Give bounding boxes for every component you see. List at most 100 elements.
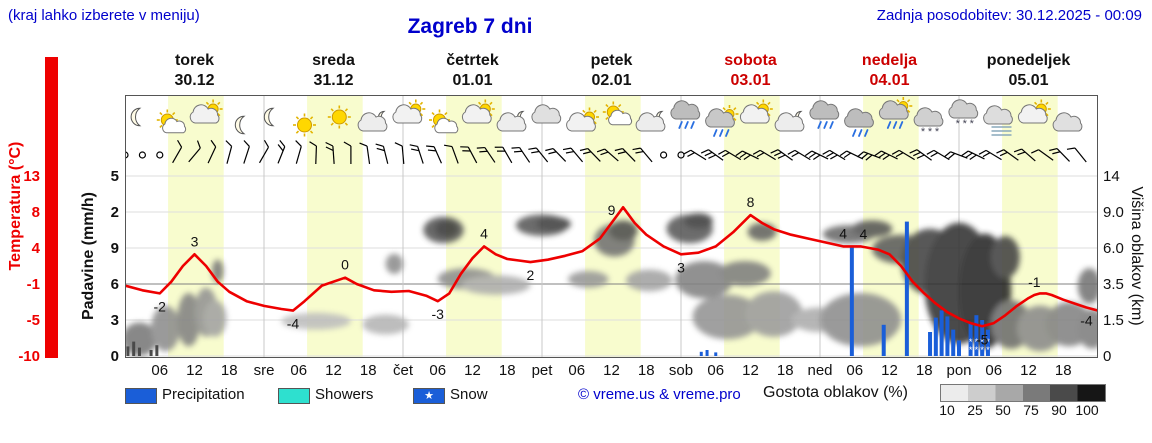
svg-text:*: *: [975, 337, 979, 347]
temperature-value-label: 2: [527, 267, 535, 283]
weather-sun-icon: [293, 113, 316, 137]
svg-text:*: *: [986, 337, 990, 347]
time-tick-18: 18: [220, 362, 238, 379]
precip-tick: 2: [110, 204, 119, 221]
time-tick-18: 18: [776, 362, 794, 379]
temperature-value-label: -2: [154, 298, 167, 314]
precipitation-swatch: [125, 388, 157, 404]
svg-text:*: *: [975, 345, 979, 355]
weather-rain-icon: [670, 100, 701, 129]
time-tick-18: 18: [359, 362, 377, 379]
time-tick-06: 06: [151, 362, 169, 379]
day-name-sreda: sreda: [312, 52, 355, 69]
time-tick-18: 18: [498, 362, 516, 379]
location-menu-hint[interactable]: (kraj lahko izberete v meniju): [8, 7, 200, 24]
svg-text:*: *: [980, 337, 984, 347]
weather-sun-cloud-icon: [156, 109, 187, 134]
temp-tick: -10: [18, 348, 40, 365]
weather-sun-cloud-icon: [429, 109, 459, 134]
temperature-value-label: 0: [341, 257, 349, 273]
time-tick-18: 18: [637, 362, 655, 379]
day-name-sobota: sobota: [724, 52, 777, 69]
snow-star-icon: ★: [424, 390, 434, 402]
density-tick-50: 50: [995, 402, 1011, 418]
showers-legend-label: Showers: [315, 386, 374, 403]
svg-text:*: *: [986, 345, 990, 355]
time-tick-ned: ned: [807, 362, 833, 379]
cloud-height-tick: 9.0: [1103, 204, 1124, 221]
time-tick-12: 12: [881, 362, 898, 379]
time-tick-12: 12: [603, 362, 620, 379]
day-date: 30.12: [174, 72, 215, 89]
weather-cloud-sun-icon: [566, 107, 599, 132]
svg-text:*: *: [935, 126, 940, 138]
weather-cloud-moon-icon: [635, 110, 666, 132]
cloud-height-tick: 6.0: [1103, 240, 1124, 257]
svg-text:*: *: [956, 118, 961, 130]
day-date: 02.01: [591, 72, 632, 89]
density-tick-90: 90: [1051, 402, 1067, 418]
time-tick-sre: sre: [253, 362, 275, 379]
weather-cloud-sun-icon: [189, 99, 223, 124]
time-tick-čet: čet: [392, 362, 413, 379]
temp-tick: 8: [31, 204, 40, 221]
weather-cloud-sun-icon: [392, 99, 426, 124]
cloud-height-tick: 14: [1103, 168, 1120, 185]
weather-cloud-moon-icon: [357, 110, 388, 132]
weather-cloud-moon-icon: [496, 110, 527, 132]
svg-text:*: *: [921, 126, 926, 138]
weather-snow-icon: * * *: [948, 99, 979, 130]
precip-tick: 5: [110, 168, 119, 185]
weather-cloud-sun-icon: [461, 99, 495, 124]
time-tick-12: 12: [1020, 362, 1037, 379]
day-name-ponedeljek: ponedeljek: [986, 52, 1071, 69]
temperature-value-label: 3: [191, 233, 199, 249]
precipitation-bars: ********: [126, 221, 990, 356]
weather-sun-icon: [327, 105, 351, 129]
snow-legend-label: Snow: [450, 386, 488, 403]
day-date: 01.01: [452, 72, 493, 89]
time-tick-06: 06: [707, 362, 725, 379]
weather-rain-sun-icon: [878, 97, 913, 129]
time-tick-12: 12: [464, 362, 481, 379]
weather-snow-icon: * * *: [913, 107, 944, 138]
weather-rain-icon: [844, 108, 874, 137]
snow-swatch: ★: [413, 388, 445, 404]
cloud-density-label: Gostota oblakov (%): [763, 384, 908, 401]
day-name-četrtek: četrtek: [446, 52, 499, 69]
temperature-value-label: 8: [747, 194, 755, 210]
time-tick-06: 06: [290, 362, 308, 379]
cloud-height-tick: 3.5: [1103, 276, 1124, 293]
temperature-value-label: -1: [1028, 274, 1041, 290]
weather-cloud-moon-icon: [774, 110, 805, 132]
time-tick-06: 06: [985, 362, 1003, 379]
precip-tick: 9: [110, 240, 119, 257]
precip-tick: 3: [110, 312, 119, 329]
temperature-value-label: -4: [287, 316, 300, 332]
svg-text:*: *: [928, 126, 933, 138]
weather-cloud-icon: [1052, 112, 1083, 132]
temperature-axis-color-bar: [45, 57, 58, 358]
weather-moon-icon: [234, 115, 246, 135]
svg-text:*: *: [963, 118, 968, 130]
temp-tick: -1: [26, 276, 40, 293]
day-date: 31.12: [313, 72, 354, 89]
showers-swatch: [278, 388, 310, 404]
temperature-value-label: -5: [976, 331, 989, 347]
svg-text:*: *: [970, 118, 975, 130]
time-tick-18: 18: [1054, 362, 1072, 379]
temperature-value-label: -3: [432, 306, 445, 322]
credit-link[interactable]: © vreme.us & vreme.pro: [578, 386, 741, 403]
time-tick-18: 18: [915, 362, 933, 379]
weather-rain-icon: [809, 100, 840, 129]
weather-moon-icon: [263, 107, 275, 127]
temperature-value-label: 3: [677, 259, 685, 275]
precip-tick: 6: [110, 276, 119, 293]
weather-cloud-sun-icon: [739, 99, 773, 124]
time-tick-06: 06: [846, 362, 864, 379]
time-tick-12: 12: [186, 362, 203, 379]
svg-text:*: *: [969, 345, 973, 355]
density-tick-75: 75: [1023, 402, 1039, 418]
